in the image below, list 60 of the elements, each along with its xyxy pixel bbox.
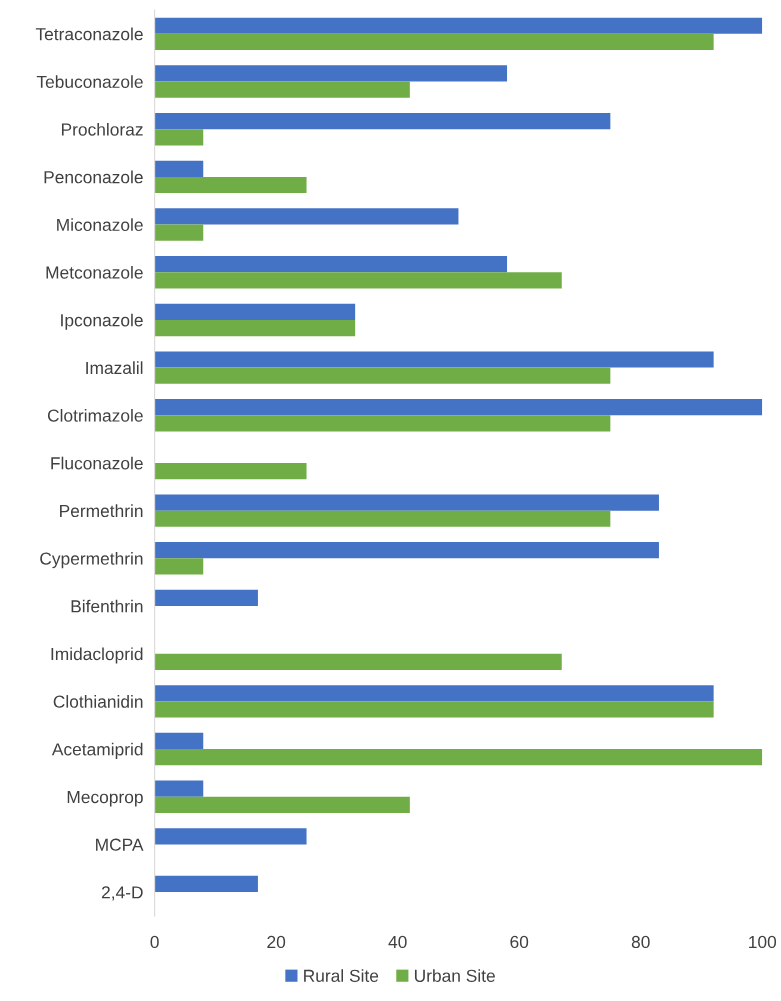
bar [154,224,204,241]
y-tick-label: MCPA [96,838,144,851]
bar [154,732,204,750]
bar [154,17,763,34]
bar [154,367,611,384]
bar [154,351,714,368]
bar [154,828,307,845]
bar [154,589,258,606]
bar [154,558,204,575]
x-tick-label: 0 [150,935,159,949]
bar [154,319,356,337]
y-tick-label: Clotrimazole [47,408,143,422]
x-tick-label: 100 [749,935,777,949]
y-tick-label: Penconazole [44,170,143,184]
x-tick-label: 40 [388,935,407,949]
bar [154,208,459,225]
bar [154,256,508,273]
bar [154,749,763,766]
y-tick-label: Prochloraz [61,122,143,136]
legend-label: Urban Site [414,969,495,982]
y-tick-label: Tetraconazole [35,27,143,41]
bar [154,81,410,98]
bar [154,701,714,718]
bar [154,160,204,177]
y-tick-label: Ipconazole [61,313,143,330]
bar [154,542,659,559]
bar [154,780,204,797]
y-tick-label: Imazalil [86,361,143,375]
bar [154,653,562,670]
x-tick-label: 60 [510,935,529,949]
y-tick-label: Mecoprop [67,791,143,807]
y-tick-label: Metconazole [46,265,143,279]
bar [154,796,410,813]
y-tick-label: 2,4-D [101,886,143,901]
y-tick-label: Permethrin [60,504,143,518]
bar [154,113,611,130]
bar [154,399,763,416]
y-tick-label: Bifenthrin [71,599,143,613]
bar [154,494,659,511]
y-tick-label: Tebuconazole [36,75,143,88]
bar [154,65,508,82]
bar [154,33,714,51]
y-tick-label: Clothianidin [53,695,143,708]
bar [154,129,204,146]
bar [154,875,258,893]
y-tick-label: Imidacloprid [51,647,143,664]
bar [154,462,307,480]
x-tick-label: 80 [631,935,650,949]
x-tick-label: 20 [267,935,286,949]
bar [154,303,356,320]
bar [154,685,714,702]
bar [154,415,611,432]
y-tick-label: Fluconazole [51,456,143,470]
bar [154,272,562,289]
legend-label: Rural Site [304,969,379,982]
y-tick-label: Miconazole [57,218,143,232]
y-tick-label: Cypermethrin [40,552,143,569]
y-tick-label: Acetamiprid [51,742,143,759]
bar [154,510,611,527]
bar [154,176,307,194]
